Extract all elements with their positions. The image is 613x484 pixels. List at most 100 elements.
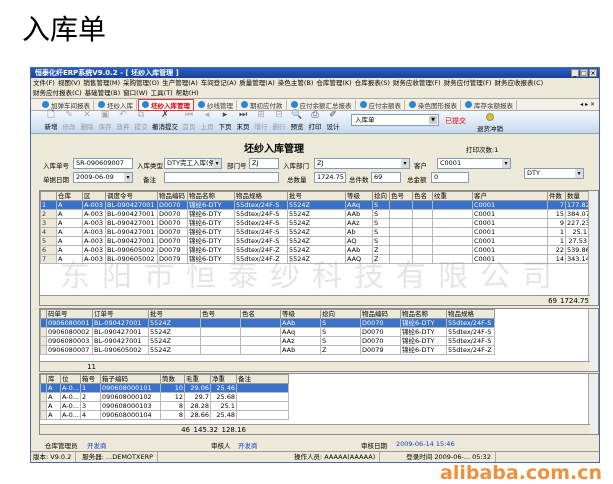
toolbar-button-print[interactable]: ⎙ 打印 <box>307 110 323 131</box>
row-indicator[interactable]: 4 <box>40 227 57 237</box>
menu-item[interactable]: 窗口(W) <box>123 89 148 97</box>
table-row[interactable]: A A-0... 1 090608000101 10 29.06 25.46 <box>40 383 289 393</box>
column-header[interactable]: 批号 <box>287 191 346 201</box>
column-header[interactable]: 毛重 <box>184 374 211 384</box>
toolbar-button-preview[interactable]: 🔍 预览 <box>289 110 305 131</box>
total-qty-field[interactable]: 1724.75 <box>314 172 346 183</box>
tab-item[interactable]: 染色图形报表 <box>406 99 461 110</box>
remark-field[interactable] <box>164 172 279 183</box>
scrollbar[interactable] <box>588 374 598 434</box>
menu-item[interactable]: 财务应付报表(C) <box>33 89 82 97</box>
menu-item[interactable]: 财务应收报表(C) <box>494 79 544 87</box>
toolbar-button-delete[interactable]: ✕ 删除 <box>79 110 95 131</box>
column-header[interactable]: 等级 <box>280 309 321 319</box>
column-header[interactable]: 色名 <box>412 191 433 201</box>
table-row[interactable]: 3 A A-003 BL-090427001 D0070 锦纶6-DTY 55dtex/24… <box>40 218 589 228</box>
column-header[interactable]: 纹重 <box>432 191 473 201</box>
menu-item[interactable]: 质量管理(A) <box>239 79 275 87</box>
toolbar-button-unsubmit[interactable]: ✗ 撤消提交 <box>151 110 179 131</box>
row-indicator[interactable]: 7 <box>40 254 57 264</box>
menu-item[interactable]: 销售管理(M) <box>83 79 121 87</box>
row-indicator[interactable]: 5 <box>40 236 57 246</box>
column-header[interactable]: 物品名称 <box>400 309 447 319</box>
minimize-button[interactable]: _ <box>571 69 579 77</box>
menu-item[interactable]: 生产管理(A) <box>162 79 198 87</box>
menu-item[interactable]: 仓库报表(S) <box>354 79 390 87</box>
menu-item[interactable]: 仓库管理(K) <box>316 79 352 87</box>
column-header[interactable]: 捻向 <box>320 309 361 319</box>
tab-item[interactable]: 期初应付款 <box>238 99 287 110</box>
toolbar-button-design[interactable]: ✐ 设计 <box>325 110 341 131</box>
menu-item[interactable]: 基础管理(B) <box>84 89 121 97</box>
menu-item[interactable]: 车间登记(A) <box>200 79 237 87</box>
toolbar-button-add-row[interactable]: ⊞ 增行 <box>253 110 269 131</box>
column-header[interactable]: 色名 <box>240 309 281 319</box>
table-row[interactable]: A A-0... 3 090608000103 8 28.28 25.1 <box>40 401 289 411</box>
toolbar-button-submit[interactable]: ⧉ 提交 <box>133 110 149 131</box>
column-header[interactable]: 仓库 <box>56 191 83 201</box>
row-indicator[interactable]: 1 <box>40 200 57 210</box>
column-header[interactable]: 色号 <box>200 309 241 319</box>
tab-item[interactable]: 坯纱入库管理 <box>138 98 194 111</box>
column-header[interactable]: 客户 <box>472 191 548 201</box>
column-header[interactable]: 物品规格 <box>446 309 495 319</box>
toolbar-button-edit[interactable]: ✎ 修改 <box>61 110 77 131</box>
tab-item[interactable]: 加弹车间报表 <box>39 99 94 110</box>
column-header[interactable]: 码单号 <box>46 309 93 319</box>
menu-item[interactable]: 工具(T) <box>150 89 173 97</box>
column-header[interactable]: 件数 <box>547 191 566 201</box>
column-header[interactable]: 物品编码 <box>157 191 188 201</box>
menu-item[interactable]: 文件(F) <box>33 79 55 87</box>
column-header[interactable]: 调度令号 <box>105 191 158 201</box>
column-header[interactable]: 批号 <box>148 309 201 319</box>
bill-type-select[interactable]: 入库单 ▼ <box>351 114 439 126</box>
table-row[interactable]: 6 A A-003 BL-090605002 D0079 锦纶6-DTY 55dtex/24… <box>40 245 589 255</box>
column-header[interactable]: 区 <box>82 191 106 201</box>
row-indicator[interactable]: 2 <box>40 209 57 219</box>
column-header[interactable]: 物品编码 <box>360 309 401 319</box>
column-header[interactable]: 订单号 <box>92 309 149 319</box>
tab-item[interactable]: 应付余额表 <box>357 99 405 110</box>
column-header[interactable]: 箱子编码 <box>100 374 161 384</box>
toolbar-button-save[interactable]: ▣ 保存 <box>97 110 113 131</box>
table-row[interactable]: A A-0... 2 090608000102 12 29.7 25.68 <box>40 392 289 402</box>
column-header[interactable]: 等级 <box>345 191 373 201</box>
table-row[interactable]: 2 A A-003 BL-090427001 D0070 锦纶6-DTY 55dtex/24… <box>40 209 589 219</box>
product-type-select[interactable]: DTY <box>524 168 584 179</box>
dept-no-field[interactable]: ZJ <box>249 158 279 169</box>
tab-item[interactable]: 应付余额汇总报表 <box>288 99 356 110</box>
column-header[interactable]: 筒数 <box>160 374 185 384</box>
toolbar-button-discard[interactable]: ↶ 放弃 <box>115 110 131 131</box>
menu-item[interactable]: 染色主管(B) <box>277 79 314 87</box>
toolbar-button-last-page[interactable]: ⏭ 末页 <box>235 110 251 131</box>
scrollbar[interactable] <box>588 191 598 305</box>
column-header[interactable]: 备注 <box>236 374 289 384</box>
menu-item[interactable]: 财务应收管理(F) <box>392 79 441 87</box>
bill-no-field[interactable]: SR-090609007 <box>73 158 133 169</box>
scrollbar[interactable] <box>588 309 598 371</box>
menu-item[interactable]: 帮助(H) <box>175 89 199 97</box>
toolbar-button-delete-row[interactable]: ⊟ 删行 <box>271 110 287 131</box>
date-picker[interactable]: 2009-06-09 <box>73 172 133 183</box>
customer-select[interactable]: C0001 <box>437 158 511 169</box>
tab-item[interactable]: 纱线管理 <box>195 99 237 110</box>
menu-item[interactable]: 采购管理(O) <box>123 79 160 87</box>
toolbar-button-next-page[interactable]: ▸ 下页 <box>217 110 233 131</box>
column-header[interactable]: 箱号 <box>80 374 101 384</box>
red-flush-button[interactable]: 退货冲销 <box>475 113 505 133</box>
column-header[interactable]: 位 <box>60 374 81 384</box>
tab-item[interactable]: 坯纱入库 <box>95 99 137 110</box>
column-header[interactable]: 库 <box>46 374 61 384</box>
close-button[interactable]: × <box>589 69 597 77</box>
table-row[interactable]: 5 A A-003 BL-090427001 D0070 锦纶6-DTY 55dtex/24… <box>40 236 589 246</box>
in-dept-select[interactable]: ZJ <box>314 158 410 169</box>
menu-item[interactable]: 财务应付管理(F) <box>443 79 492 87</box>
toolbar-button-first-page[interactable]: ⏮ 首页 <box>181 110 197 131</box>
column-header[interactable]: 数量 <box>565 191 589 201</box>
table-row[interactable]: A A-0... 4 090608000104 8 28.66 25.48 <box>40 410 289 420</box>
table-row[interactable]: 4 A A-003 BL-090427001 D0070 锦纶6-DTY 55dtex/24… <box>40 227 589 237</box>
table-row[interactable]: 7 A A-003 BL-090605002 D0079 锦纶6-DTY 55dtex/24… <box>40 254 589 264</box>
toolbar-button-new[interactable]: 🗋 新增 <box>43 110 59 131</box>
in-type-select[interactable]: DTY完工入库(条码 <box>164 158 222 169</box>
column-header[interactable]: 物品规格 <box>234 191 288 201</box>
